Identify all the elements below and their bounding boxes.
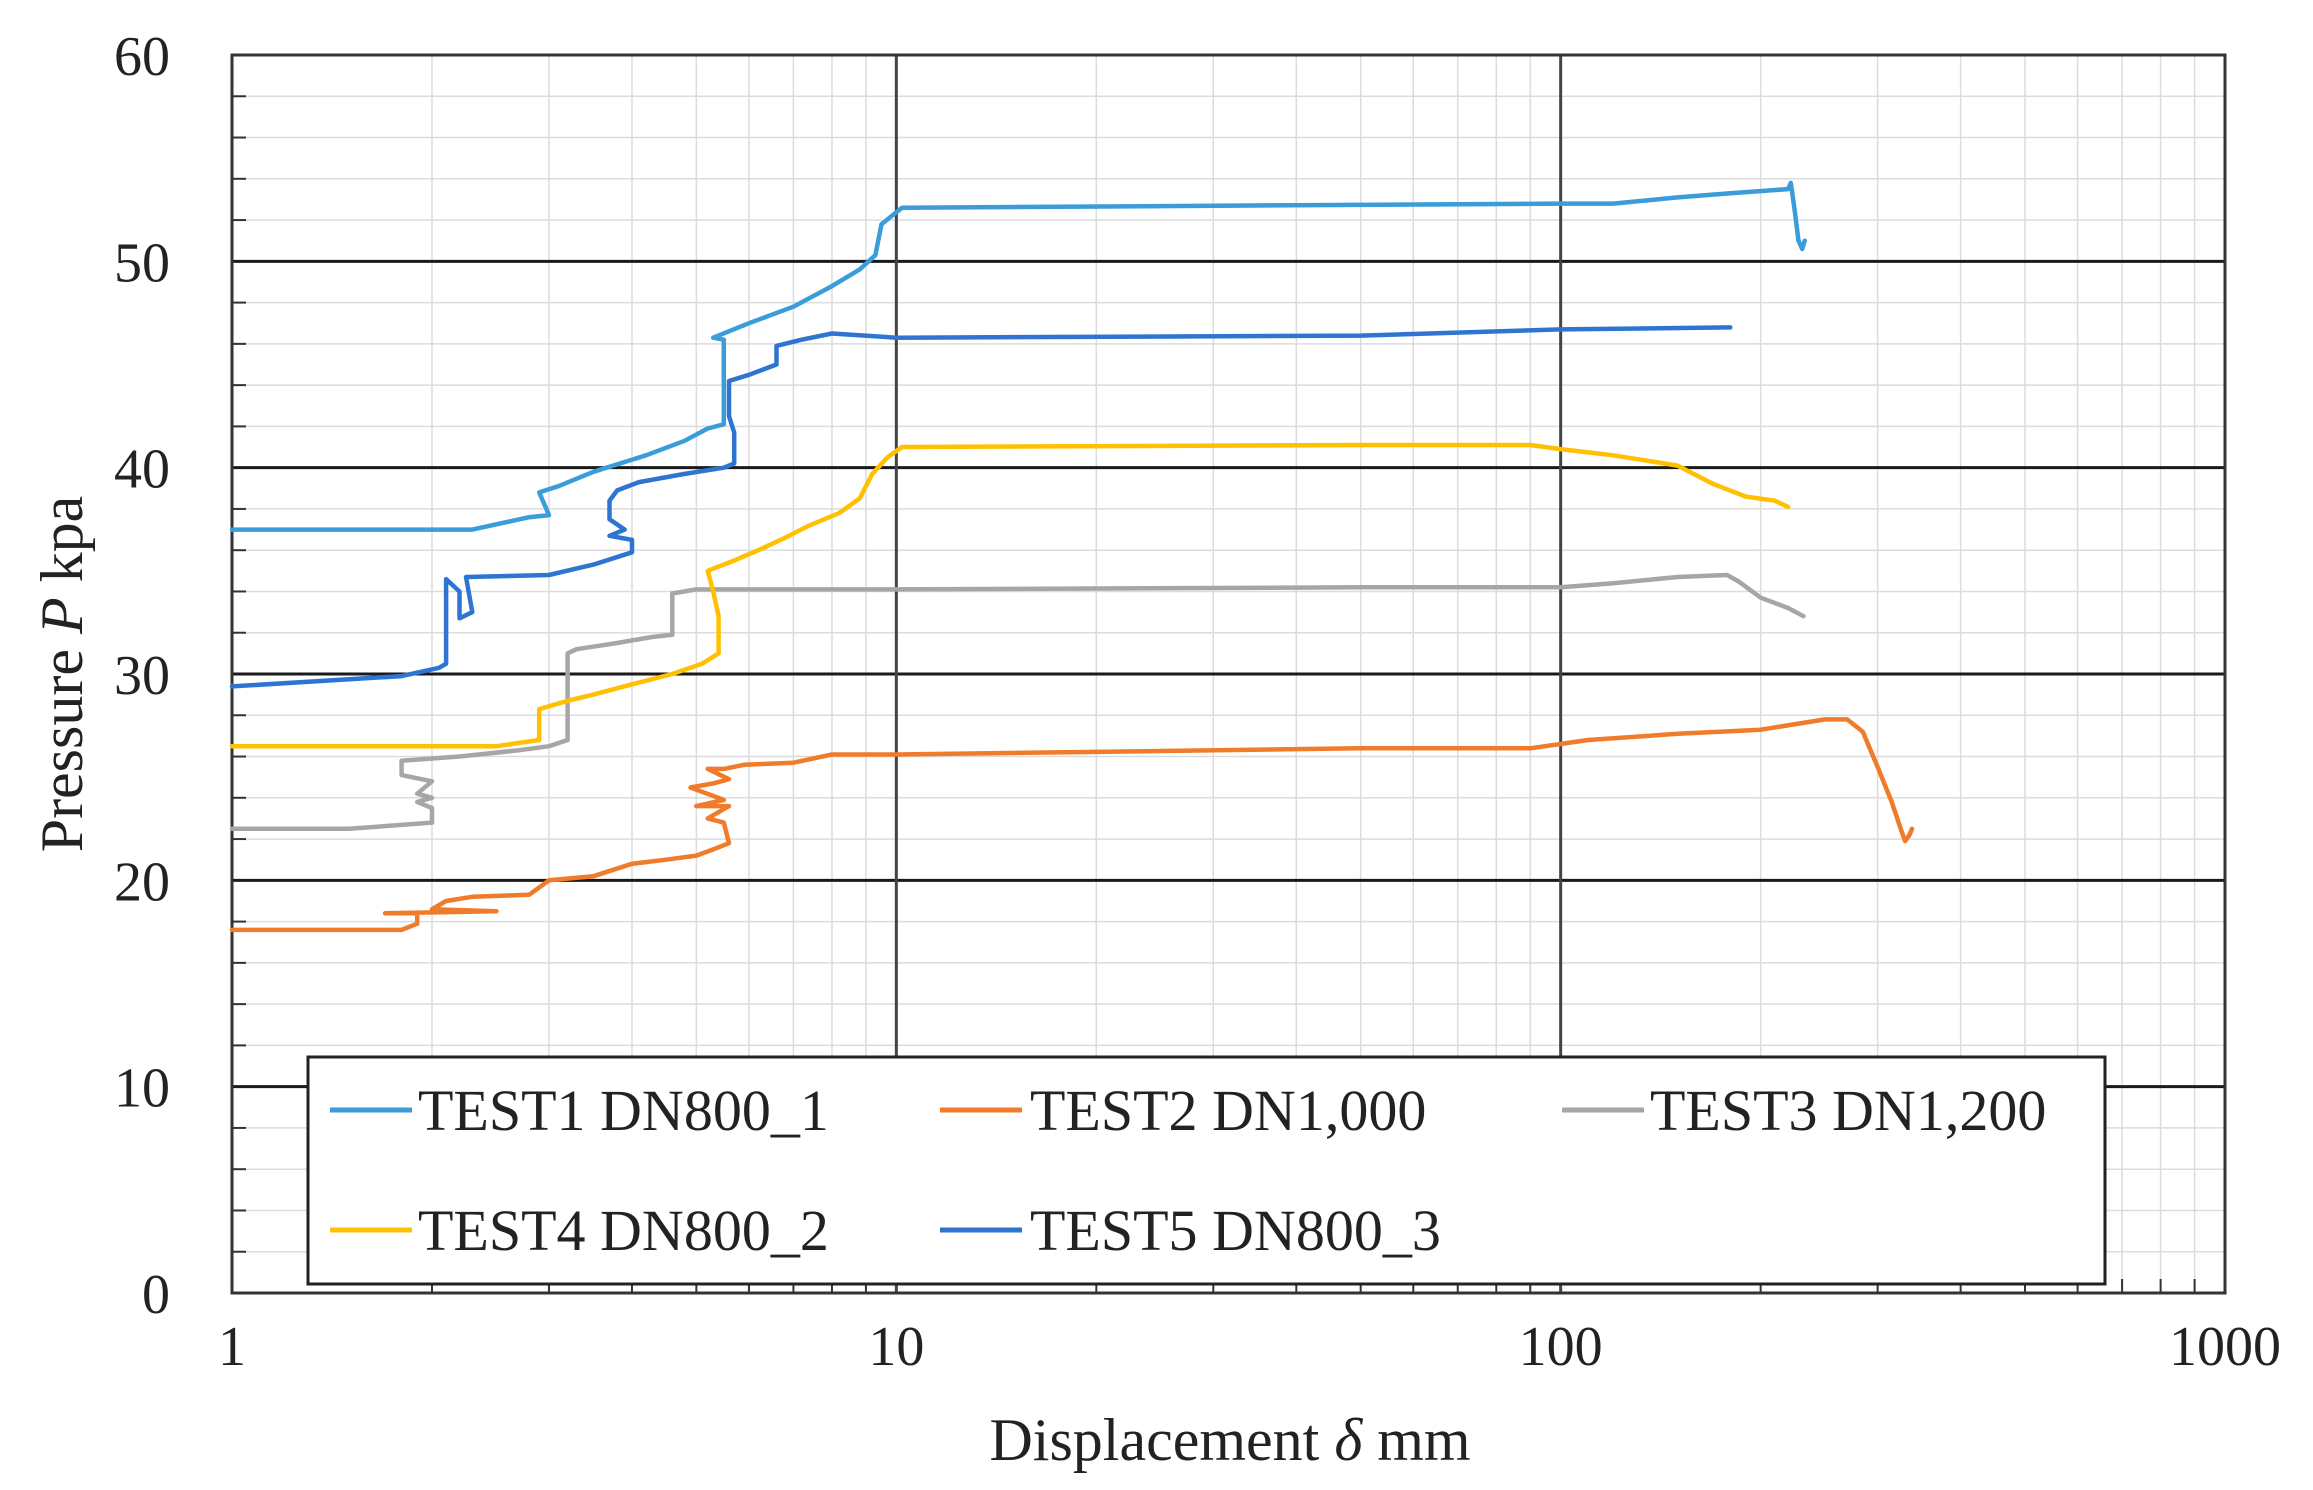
y-tick-label: 30	[114, 645, 170, 707]
y-tick-label: 20	[114, 851, 170, 913]
y-tick-label: 50	[114, 232, 170, 294]
y-axis-unit: kpa	[29, 496, 95, 598]
legend-item-test2: TEST2 DN1,000	[940, 1078, 1426, 1143]
legend-item-test1: TEST1 DN800_1	[330, 1078, 829, 1143]
series-line-test1	[229, 180, 1807, 532]
x-tick-label: 100	[1519, 1316, 1603, 1378]
x-tick-labels: 1 10 100 1000	[218, 1316, 2281, 1378]
x-tick-label: 10	[868, 1316, 924, 1378]
legend-label-test2: TEST2 DN1,000	[1030, 1078, 1426, 1143]
legend-label-test3: TEST3 DN1,200	[1650, 1078, 2046, 1143]
series-line-test5	[229, 325, 1733, 689]
legend-label-test5: TEST5 DN800_3	[1030, 1198, 1441, 1263]
series-line-test3	[229, 572, 1806, 832]
legend: TEST1 DN800_1 TEST2 DN1,000 TEST3 DN1,20…	[306, 1055, 2107, 1286]
y-tick-label: 10	[114, 1058, 170, 1120]
series-line-test2	[229, 717, 1915, 933]
x-axis-title: Displacement δ mm	[989, 1407, 1470, 1473]
y-tick-label: 0	[142, 1264, 170, 1326]
y-axis-symbol: P	[29, 597, 95, 635]
x-axis-unit: mm	[1362, 1407, 1470, 1473]
y-axis-title-text: Pressure	[29, 634, 95, 852]
legend-item-test3: TEST3 DN1,200	[1562, 1078, 2046, 1143]
y-tick-labels: 0 10 20 30 40 50 60	[114, 26, 170, 1326]
y-axis-title: Pressure P kpa	[29, 496, 95, 853]
x-tick-label: 1000	[2169, 1316, 2281, 1378]
y-tick-label: 60	[114, 26, 170, 88]
data-series	[229, 180, 1915, 933]
legend-item-test4: TEST4 DN800_2	[330, 1198, 829, 1263]
legend-label-test1: TEST1 DN800_1	[418, 1078, 829, 1143]
legend-item-test5: TEST5 DN800_3	[940, 1198, 1441, 1263]
series-line-test4	[229, 442, 1791, 749]
legend-label-test4: TEST4 DN800_2	[418, 1198, 829, 1263]
legend-box	[306, 1055, 2107, 1286]
y-tick-label: 40	[114, 439, 170, 501]
x-axis-symbol: δ	[1334, 1407, 1363, 1473]
plot-area-frame	[230, 53, 2227, 1295]
x-tick-label: 1	[218, 1316, 246, 1378]
x-axis-title-text: Displacement	[989, 1407, 1334, 1473]
